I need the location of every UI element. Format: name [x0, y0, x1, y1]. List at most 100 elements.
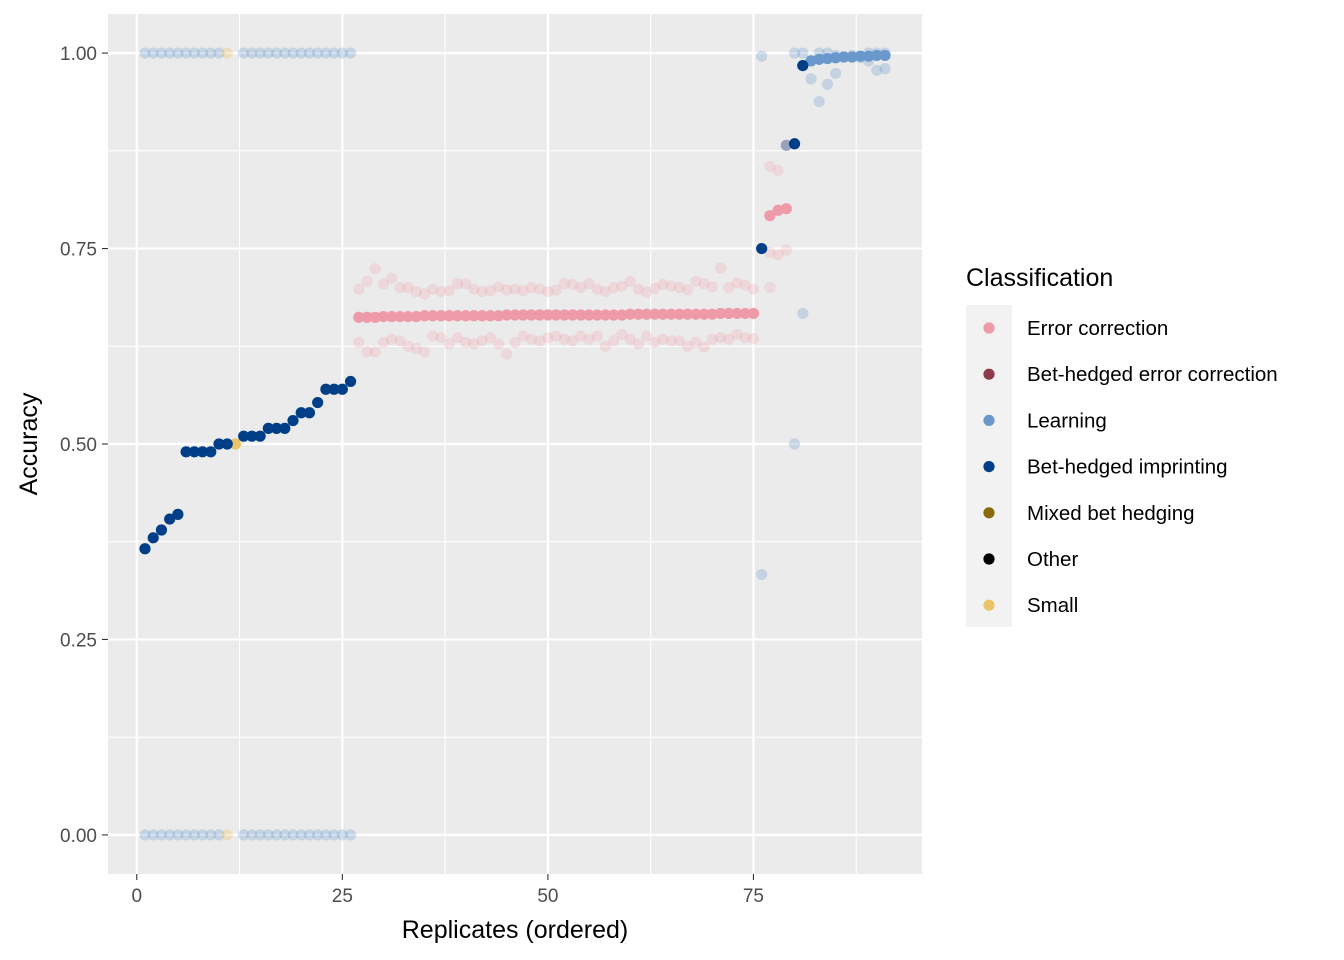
legend-label: Mixed bet hedging: [1027, 502, 1195, 525]
data-point: [328, 383, 340, 395]
data-point: [747, 283, 760, 295]
data-point: [821, 78, 834, 90]
data-point: [731, 277, 743, 289]
data-point: [451, 310, 464, 322]
data-point: [649, 336, 661, 348]
data-point: [575, 330, 587, 342]
legend-label: Small: [1027, 594, 1078, 617]
data-point: [797, 60, 809, 72]
data-point: [320, 383, 332, 395]
data-point: [813, 53, 825, 65]
data-point: [139, 47, 151, 59]
data-point: [640, 308, 653, 320]
data-point: [435, 332, 447, 344]
data-point: [624, 308, 636, 320]
data-point: [690, 308, 702, 320]
data-point: [821, 52, 834, 65]
data-point: [632, 283, 644, 295]
data-point: [369, 311, 381, 323]
legend-key-dot: [983, 368, 995, 380]
data-point: [534, 309, 546, 321]
data-point: [640, 286, 653, 298]
data-point: [525, 333, 538, 345]
data-point: [862, 50, 875, 62]
data-point: [706, 308, 718, 320]
data-point: [451, 332, 464, 344]
data-point: [599, 285, 612, 298]
data-point: [139, 543, 151, 555]
data-point: [509, 309, 521, 321]
data-point: [427, 330, 439, 342]
data-point: [139, 829, 151, 841]
data-point: [492, 338, 505, 350]
data-point: [525, 309, 538, 321]
data-point: [682, 308, 694, 320]
data-point: [591, 309, 603, 321]
data-point: [320, 829, 332, 841]
data-point: [558, 278, 570, 290]
data-point: [344, 375, 357, 388]
data-point: [517, 285, 529, 297]
data-point: [254, 47, 266, 59]
data-point: [682, 284, 694, 296]
data-point: [328, 829, 340, 841]
data-point: [312, 47, 324, 59]
x-tick-label: 25: [332, 886, 353, 907]
data-point: [377, 310, 390, 323]
data-point: [460, 310, 472, 322]
data-point: [698, 308, 710, 320]
y-tick-label: 0.50: [60, 435, 97, 456]
data-point: [575, 282, 587, 294]
data-point: [616, 280, 628, 292]
data-point: [254, 430, 266, 442]
y-tick-label: 1.00: [60, 44, 97, 65]
data-point: [443, 285, 455, 297]
data-point: [435, 310, 447, 322]
data-point: [468, 310, 480, 322]
data-point: [435, 285, 447, 298]
data-point: [830, 52, 842, 64]
data-point: [394, 335, 406, 347]
data-point: [460, 336, 472, 348]
data-point: [303, 829, 316, 841]
data-point: [164, 829, 176, 841]
data-point: [739, 332, 751, 344]
data-point: [608, 335, 620, 347]
data-point: [706, 281, 718, 293]
x-tick-label: 50: [537, 886, 558, 907]
data-point: [542, 309, 554, 321]
data-point: [649, 282, 661, 295]
data-point: [805, 73, 817, 85]
data-point: [682, 340, 694, 352]
data-point: [797, 307, 809, 320]
data-point: [320, 47, 332, 59]
data-point: [410, 343, 422, 355]
data-point: [147, 532, 159, 544]
data-point: [369, 263, 381, 275]
data-point: [591, 283, 603, 295]
data-point: [501, 309, 513, 321]
data-point: [723, 333, 735, 345]
data-point: [698, 341, 710, 353]
data-point: [739, 279, 751, 291]
data-point: [756, 242, 768, 255]
x-axis-title: Replicates (ordered): [402, 916, 629, 944]
data-point: [476, 335, 488, 347]
data-point: [353, 283, 365, 295]
data-point: [509, 336, 521, 348]
data-point: [591, 330, 603, 342]
data-point: [788, 438, 801, 450]
y-tick-label: 0.00: [60, 826, 97, 847]
data-point: [188, 446, 200, 458]
legend-key-dot: [983, 414, 995, 426]
data-point: [517, 330, 529, 342]
data-point: [155, 524, 168, 536]
data-point: [443, 338, 455, 350]
data-point: [172, 829, 184, 841]
data-point: [361, 311, 373, 323]
data-point: [509, 283, 521, 295]
data-point: [714, 307, 727, 320]
data-point: [344, 829, 357, 841]
data-point: [262, 829, 274, 841]
